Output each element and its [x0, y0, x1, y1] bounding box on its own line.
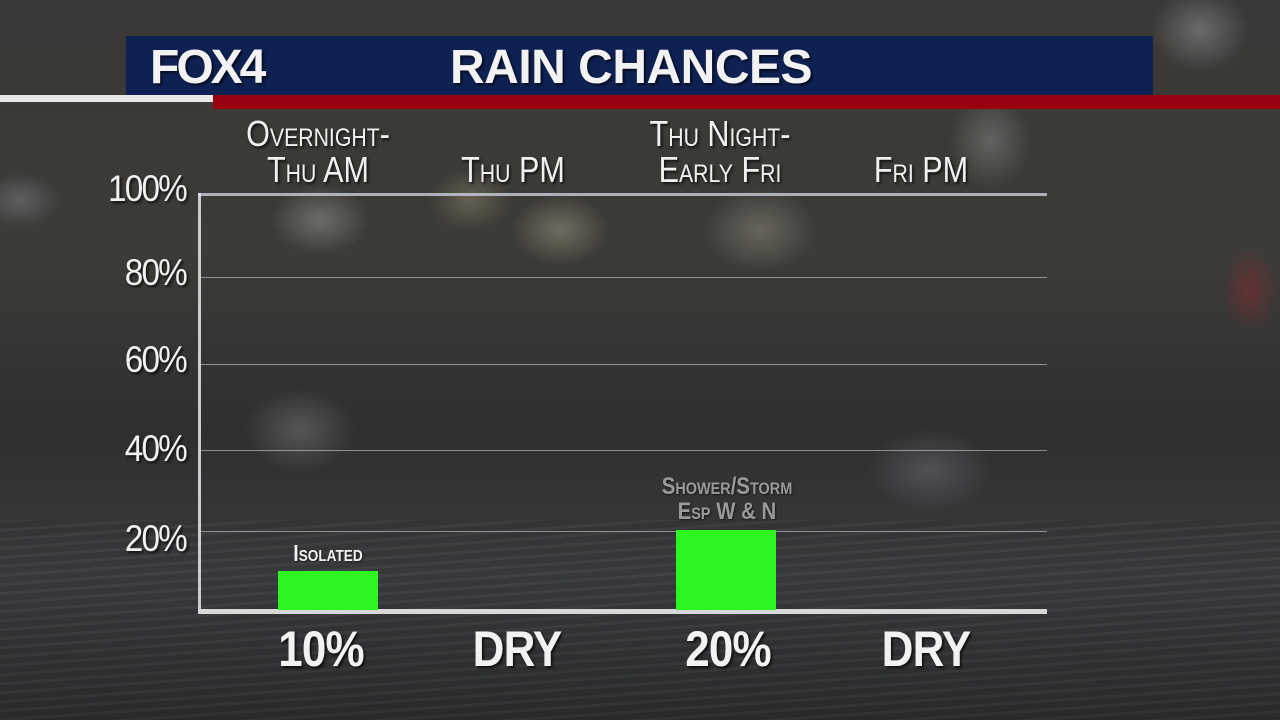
gridline-100	[198, 193, 1047, 196]
y-axis-line	[198, 193, 201, 610]
y-tick-60: 60%	[124, 339, 188, 380]
header-line: Thu PM	[461, 149, 565, 190]
bar-thu-night-early-fri	[676, 530, 776, 610]
page-title: RAIN CHANCES	[450, 41, 813, 94]
y-tick-20: 20%	[124, 518, 188, 559]
gridline-80	[198, 277, 1047, 278]
header-line: Thu Night-	[649, 113, 791, 154]
title-bar: FOX4 RAIN CHANCES	[126, 36, 1153, 95]
fox4-logo: FOX4	[150, 41, 266, 94]
bar-overnight-thu-am	[278, 571, 378, 610]
header-line: Fri PM	[873, 149, 969, 190]
annotation-line: Esp W & N	[677, 498, 777, 525]
y-tick-100: 100%	[108, 168, 188, 209]
value-label-fri-pm: DRY	[881, 621, 972, 677]
column-header-fri-pm: Fri PM	[819, 152, 1023, 188]
red-accent-stripe	[213, 95, 1280, 109]
value-label-overnight-thu-am: 10%	[278, 621, 364, 677]
gridline-60	[198, 364, 1047, 365]
header-line: Thu AM	[266, 149, 370, 190]
gridline-40	[198, 450, 1047, 451]
column-header-thu-night-early-fri: Thu Night- Early Fri	[618, 116, 822, 188]
x-axis-line	[198, 609, 1047, 614]
header-line: Overnight-	[246, 113, 390, 154]
column-header-overnight-thu-am: Overnight- Thu AM	[216, 116, 420, 188]
annotation-shower-storm: Shower/Storm Esp W & N	[625, 474, 829, 524]
annotation-isolated: Isolated	[293, 540, 363, 566]
gridline-20	[198, 531, 1047, 532]
chart-plot-area	[198, 193, 1047, 614]
column-header-thu-pm: Thu PM	[411, 152, 615, 188]
value-label-thu-night-early-fri: 20%	[685, 621, 771, 677]
annotation-line: Shower/Storm	[661, 473, 793, 500]
header-line: Early Fri	[658, 149, 782, 190]
white-accent-stripe	[0, 95, 213, 102]
y-tick-40: 40%	[124, 428, 188, 469]
y-tick-80: 80%	[124, 252, 188, 293]
value-label-thu-pm: DRY	[472, 621, 563, 677]
